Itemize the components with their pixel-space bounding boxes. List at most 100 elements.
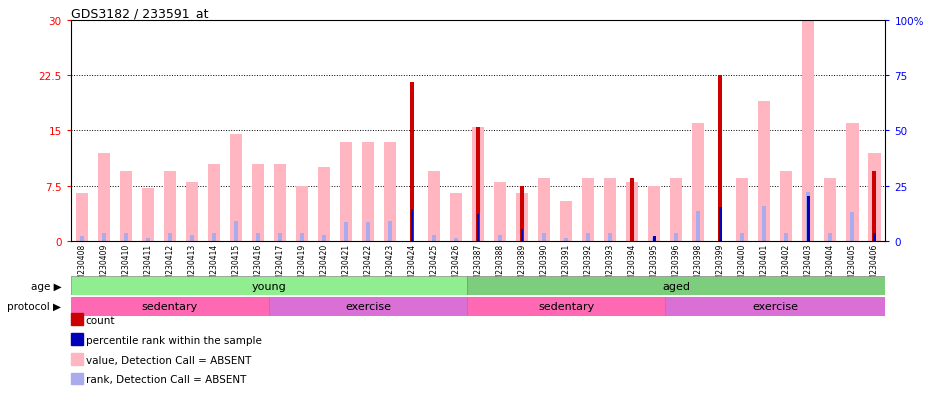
Text: exercise: exercise: [753, 301, 799, 312]
Bar: [692, 124, 705, 242]
Bar: [230, 135, 242, 242]
Bar: [762, 206, 767, 242]
Bar: [665, 297, 885, 316]
Bar: [538, 179, 550, 242]
Bar: [322, 235, 326, 242]
Bar: [366, 223, 370, 242]
Bar: [212, 234, 216, 242]
Bar: [450, 194, 463, 242]
Bar: [586, 234, 590, 242]
Bar: [653, 236, 656, 242]
Bar: [803, 21, 815, 242]
Bar: [696, 212, 700, 242]
Text: percentile rank within the sample: percentile rank within the sample: [86, 335, 262, 345]
Bar: [719, 207, 723, 242]
Text: young: young: [252, 281, 286, 291]
Bar: [498, 235, 502, 242]
Bar: [454, 238, 458, 242]
Bar: [317, 168, 330, 242]
Bar: [785, 234, 788, 242]
Bar: [102, 234, 106, 242]
Bar: [411, 209, 414, 242]
Bar: [80, 236, 84, 242]
Text: age ▶: age ▶: [30, 281, 61, 291]
Bar: [543, 234, 546, 242]
Text: aged: aged: [662, 281, 690, 291]
Bar: [300, 234, 304, 242]
Bar: [740, 234, 744, 242]
Bar: [872, 235, 876, 242]
Bar: [467, 277, 885, 295]
Text: exercise: exercise: [345, 301, 391, 312]
Bar: [98, 153, 109, 242]
Bar: [604, 179, 616, 242]
Bar: [388, 222, 392, 242]
Bar: [123, 234, 128, 242]
Bar: [75, 194, 88, 242]
Bar: [521, 230, 524, 242]
Text: sedentary: sedentary: [538, 301, 594, 312]
Bar: [719, 207, 722, 242]
Bar: [824, 179, 836, 242]
Bar: [758, 102, 771, 242]
Bar: [780, 172, 792, 242]
Bar: [208, 164, 219, 242]
Bar: [384, 142, 396, 242]
Bar: [146, 238, 150, 242]
Bar: [71, 297, 268, 316]
Bar: [428, 172, 440, 242]
Bar: [467, 297, 665, 316]
Bar: [560, 201, 572, 242]
Bar: [256, 234, 260, 242]
Bar: [807, 196, 810, 242]
Bar: [268, 297, 467, 316]
Bar: [410, 209, 414, 242]
Bar: [432, 235, 436, 242]
Bar: [806, 193, 810, 242]
Bar: [234, 222, 237, 242]
Bar: [189, 235, 194, 242]
Bar: [609, 234, 612, 242]
Text: protocol ▶: protocol ▶: [8, 301, 61, 312]
Bar: [344, 223, 348, 242]
Text: value, Detection Call = ABSENT: value, Detection Call = ABSENT: [86, 355, 252, 365]
Bar: [652, 238, 657, 242]
Bar: [737, 179, 748, 242]
Bar: [719, 76, 723, 242]
Bar: [674, 234, 678, 242]
Bar: [274, 164, 286, 242]
Bar: [648, 186, 660, 242]
Bar: [340, 142, 352, 242]
Bar: [296, 186, 308, 242]
Bar: [476, 128, 480, 242]
Bar: [186, 183, 198, 242]
Bar: [582, 179, 594, 242]
Bar: [477, 214, 479, 242]
Bar: [630, 234, 634, 242]
Bar: [828, 234, 833, 242]
Bar: [851, 213, 854, 242]
Bar: [410, 83, 414, 242]
Bar: [872, 172, 876, 242]
Bar: [476, 214, 480, 242]
Bar: [278, 234, 282, 242]
Text: rank, Detection Call = ABSENT: rank, Detection Call = ABSENT: [86, 375, 246, 385]
Bar: [869, 153, 881, 242]
Bar: [472, 128, 484, 242]
Bar: [564, 238, 568, 242]
Bar: [670, 179, 682, 242]
Bar: [164, 172, 176, 242]
Bar: [520, 186, 524, 242]
Bar: [141, 189, 154, 242]
Bar: [120, 172, 132, 242]
Bar: [630, 179, 634, 242]
Text: sedentary: sedentary: [141, 301, 198, 312]
Bar: [168, 234, 171, 242]
Bar: [362, 142, 374, 242]
Text: GDS3182 / 233591_at: GDS3182 / 233591_at: [71, 7, 208, 19]
Text: count: count: [86, 315, 115, 325]
Bar: [520, 236, 524, 242]
Bar: [847, 124, 858, 242]
Bar: [626, 183, 639, 242]
Bar: [516, 194, 528, 242]
